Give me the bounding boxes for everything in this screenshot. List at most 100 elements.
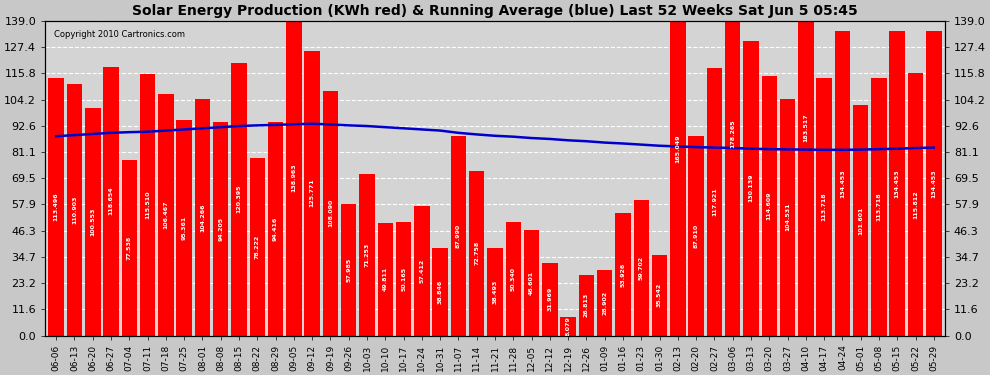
Text: 57.985: 57.985	[346, 258, 351, 282]
Bar	[761, 76, 777, 336]
Text: 28.902: 28.902	[602, 291, 607, 315]
Bar	[835, 31, 850, 336]
Text: 38.846: 38.846	[438, 279, 443, 304]
Text: 183.517: 183.517	[803, 113, 809, 142]
Bar	[560, 317, 576, 336]
Bar	[597, 270, 613, 336]
Bar	[707, 69, 722, 336]
Bar	[853, 105, 868, 336]
Bar	[195, 99, 210, 336]
Text: 115.510: 115.510	[146, 190, 150, 219]
Bar	[232, 63, 247, 336]
Bar	[341, 204, 356, 336]
Bar	[780, 99, 795, 336]
Bar	[670, 0, 686, 336]
Text: Copyright 2010 Cartronics.com: Copyright 2010 Cartronics.com	[54, 30, 185, 39]
Text: 113.718: 113.718	[876, 192, 881, 221]
Text: 134.453: 134.453	[840, 169, 844, 198]
Text: 110.903: 110.903	[72, 196, 77, 224]
Text: 104.531: 104.531	[785, 203, 790, 231]
Text: 53.926: 53.926	[621, 262, 626, 286]
Text: 113.718: 113.718	[822, 192, 827, 221]
Bar	[889, 31, 905, 336]
Text: 8.079: 8.079	[565, 316, 570, 336]
Bar	[85, 108, 101, 336]
Bar	[49, 78, 64, 336]
Text: 115.812: 115.812	[913, 190, 918, 219]
Bar	[487, 248, 503, 336]
Text: 57.412: 57.412	[420, 258, 425, 283]
Bar	[176, 120, 192, 336]
Text: 134.453: 134.453	[895, 169, 900, 198]
Bar	[304, 51, 320, 336]
Bar	[433, 248, 447, 336]
Bar	[268, 122, 283, 336]
Text: 125.771: 125.771	[310, 179, 315, 207]
Bar	[66, 84, 82, 336]
Text: 117.921: 117.921	[712, 188, 717, 216]
Bar	[725, 0, 741, 336]
Bar	[158, 94, 173, 336]
Text: 46.601: 46.601	[529, 271, 534, 295]
Text: 178.265: 178.265	[731, 119, 736, 148]
Bar	[396, 222, 412, 336]
Bar	[908, 73, 924, 336]
Title: Solar Energy Production (KWh red) & Running Average (blue) Last 52 Weeks Sat Jun: Solar Energy Production (KWh red) & Runn…	[132, 4, 858, 18]
Text: 26.813: 26.813	[584, 293, 589, 317]
Bar	[871, 78, 887, 336]
Text: 114.609: 114.609	[767, 192, 772, 220]
Bar	[249, 158, 265, 336]
Text: 71.253: 71.253	[364, 243, 369, 267]
Text: 38.493: 38.493	[492, 280, 498, 304]
Bar	[743, 41, 758, 336]
Text: 87.910: 87.910	[694, 224, 699, 248]
Bar	[578, 275, 594, 336]
Text: 100.553: 100.553	[90, 207, 95, 236]
Bar	[543, 263, 557, 336]
Bar	[615, 213, 631, 336]
Text: 77.538: 77.538	[127, 236, 132, 260]
Bar	[377, 223, 393, 336]
Bar	[414, 206, 430, 336]
Text: 78.222: 78.222	[254, 235, 259, 259]
Bar	[140, 74, 155, 336]
Bar	[926, 31, 941, 336]
Text: 113.496: 113.496	[53, 193, 58, 221]
Text: 50.340: 50.340	[511, 267, 516, 291]
Text: 134.453: 134.453	[932, 169, 937, 198]
Bar	[634, 200, 649, 336]
Bar	[286, 21, 302, 336]
Bar	[122, 160, 137, 336]
Bar	[798, 0, 814, 336]
Bar	[103, 67, 119, 336]
Text: 120.395: 120.395	[237, 185, 242, 213]
Text: 118.654: 118.654	[109, 187, 114, 216]
Bar	[506, 222, 521, 336]
Text: 59.702: 59.702	[639, 256, 644, 280]
Text: 94.416: 94.416	[273, 216, 278, 241]
Text: 101.601: 101.601	[858, 206, 863, 235]
Text: 130.139: 130.139	[748, 174, 753, 202]
Text: 108.090: 108.090	[328, 199, 333, 227]
Text: 49.811: 49.811	[383, 267, 388, 291]
Text: 95.361: 95.361	[181, 215, 187, 240]
Bar	[450, 136, 466, 336]
Text: 94.205: 94.205	[218, 217, 223, 241]
Text: 138.963: 138.963	[291, 164, 296, 192]
Text: 50.165: 50.165	[401, 267, 406, 291]
Bar	[469, 171, 484, 336]
Bar	[817, 78, 832, 336]
Bar	[323, 91, 339, 336]
Bar	[688, 136, 704, 336]
Bar	[524, 230, 540, 336]
Bar	[651, 255, 667, 336]
Bar	[359, 174, 375, 336]
Text: 31.969: 31.969	[547, 287, 552, 312]
Text: 106.467: 106.467	[163, 201, 168, 229]
Bar	[213, 122, 229, 336]
Text: 72.758: 72.758	[474, 241, 479, 265]
Text: 87.990: 87.990	[456, 224, 461, 248]
Text: 104.266: 104.266	[200, 203, 205, 232]
Text: 165.049: 165.049	[675, 134, 680, 163]
Text: 35.542: 35.542	[657, 283, 662, 308]
